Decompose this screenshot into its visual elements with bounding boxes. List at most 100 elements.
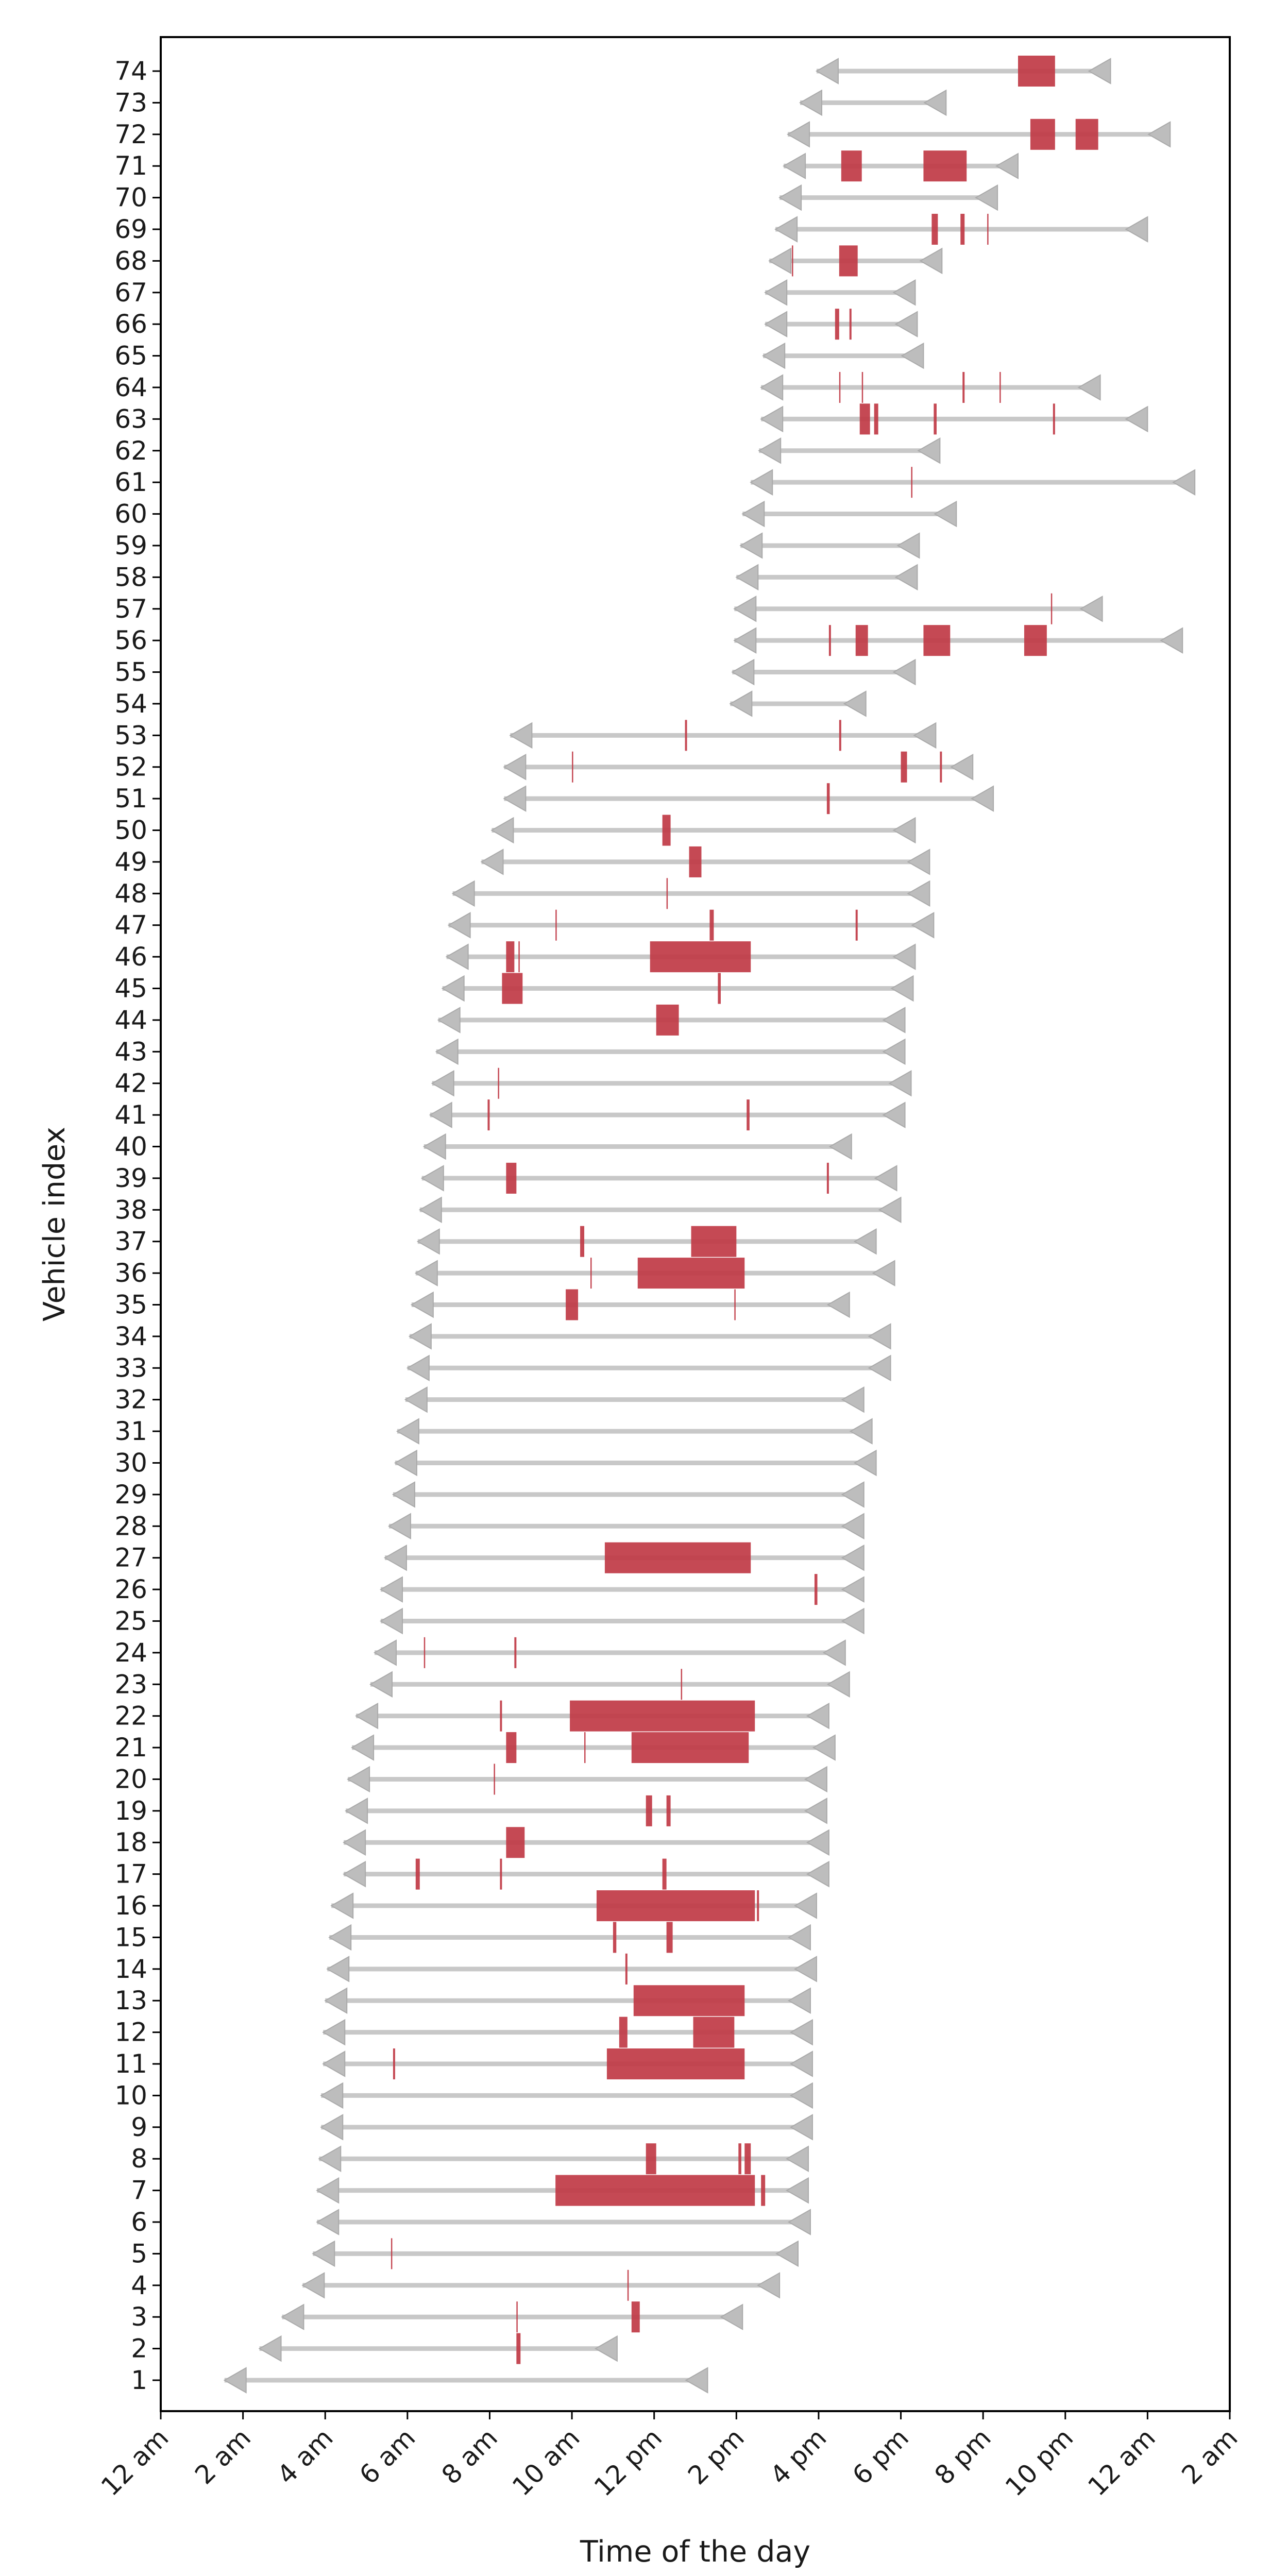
- y-tick-label: 44: [114, 1005, 147, 1035]
- vehicle-row-15: [328, 1922, 811, 1953]
- start-marker: [316, 2177, 340, 2204]
- y-tick-label: 33: [114, 1353, 147, 1383]
- vehicle-row-58: [735, 564, 918, 591]
- event-block: [901, 751, 907, 783]
- vehicle-row-49: [480, 846, 930, 877]
- event-block: [516, 2333, 521, 2364]
- event-block: [662, 815, 671, 846]
- vehicle-row-30: [394, 1449, 877, 1477]
- x-axis-title: Time of the day: [580, 2535, 810, 2569]
- vehicle-row-70: [778, 184, 998, 211]
- event-block: [999, 371, 1001, 403]
- vehicle-row-65: [762, 342, 924, 369]
- start-marker: [799, 89, 823, 116]
- y-tick-label: 21: [114, 1733, 147, 1762]
- event-block: [738, 2143, 741, 2175]
- start-marker: [750, 469, 773, 496]
- end-marker: [757, 2272, 781, 2299]
- y-tick-label: 64: [114, 372, 147, 402]
- y-tick-label: 71: [114, 151, 147, 181]
- end-marker: [793, 1956, 817, 1982]
- event-block: [656, 1004, 679, 1036]
- end-marker: [841, 1576, 865, 1603]
- event-block: [666, 1795, 671, 1826]
- x-tick-label: 8 pm: [929, 2422, 997, 2490]
- start-marker: [760, 405, 784, 433]
- y-tick-label: 24: [114, 1638, 147, 1668]
- start-marker: [778, 184, 802, 211]
- vehicle-row-40: [422, 1133, 852, 1160]
- start-marker: [404, 1386, 428, 1413]
- y-tick-label: 73: [114, 88, 147, 117]
- vehicle-row-67: [764, 279, 916, 306]
- vehicle-row-47: [447, 909, 935, 941]
- y-tick-label: 22: [114, 1701, 147, 1731]
- vehicle-row-73: [799, 89, 947, 116]
- event-block: [506, 941, 515, 973]
- end-marker: [878, 1196, 902, 1224]
- y-tick-label: 63: [114, 404, 147, 434]
- start-marker: [258, 2335, 282, 2362]
- vehicle-row-3: [281, 2301, 743, 2333]
- event-block: [689, 846, 702, 877]
- end-marker: [1160, 627, 1183, 654]
- event-block: [498, 1067, 499, 1099]
- vehicle-row-7: [316, 2175, 809, 2206]
- event-block: [662, 1858, 667, 1890]
- end-marker: [1147, 121, 1171, 148]
- end-marker: [888, 1070, 912, 1097]
- start-marker: [760, 374, 784, 401]
- vehicle-row-23: [369, 1669, 850, 1700]
- x-tick-label: 12 pm: [588, 2422, 668, 2502]
- x-tick-label: 10 am: [506, 2422, 585, 2501]
- y-tick-label: 23: [114, 1669, 147, 1699]
- event-block: [631, 1732, 749, 1764]
- event-block: [666, 1922, 673, 1953]
- start-marker: [739, 532, 763, 559]
- y-tick-label: 15: [114, 1922, 147, 1952]
- y-tick-label: 61: [114, 467, 147, 497]
- vehicle-row-72: [787, 118, 1171, 150]
- start-marker: [355, 1702, 379, 1730]
- start-marker: [324, 1987, 348, 2014]
- end-marker: [787, 1987, 811, 2014]
- event-block: [516, 2301, 518, 2333]
- vehicle-row-10: [320, 2082, 813, 2109]
- end-marker: [853, 1228, 877, 1255]
- x-tick-label: 10 pm: [999, 2422, 1079, 2502]
- y-tick-label: 62: [114, 436, 147, 466]
- start-marker: [729, 690, 753, 717]
- start-marker: [429, 1101, 452, 1128]
- end-marker: [950, 754, 974, 781]
- y-tick-label: 10: [114, 2080, 147, 2110]
- vehicle-row-24: [373, 1637, 846, 1668]
- vehicle-row-11: [322, 2048, 813, 2080]
- start-marker: [383, 1544, 407, 1571]
- event-block: [506, 1162, 517, 1194]
- x-tick-label: 2 am: [189, 2422, 257, 2490]
- end-marker: [868, 1354, 891, 1382]
- start-marker: [322, 2019, 346, 2046]
- vehicle-row-71: [783, 150, 1019, 182]
- y-tick-label: 19: [114, 1796, 147, 1826]
- event-block: [619, 2016, 628, 2048]
- start-marker: [312, 2240, 335, 2267]
- start-marker: [447, 912, 471, 939]
- event-block: [962, 371, 965, 403]
- end-marker: [882, 1007, 906, 1033]
- event-block: [839, 245, 858, 277]
- end-marker: [892, 279, 916, 306]
- y-tick-label: 37: [114, 1227, 147, 1257]
- y-tick-label: 68: [114, 246, 147, 276]
- end-marker: [806, 1829, 829, 1856]
- event-block: [604, 1542, 751, 1573]
- event-block: [861, 371, 863, 403]
- event-block: [747, 1099, 750, 1131]
- start-marker: [347, 1766, 370, 1793]
- y-tick-label: 51: [114, 784, 147, 814]
- event-block: [625, 1953, 628, 1985]
- end-marker: [785, 2145, 809, 2172]
- x-axis-ticks: 12 am 2 am 4 am 6 am 8 am 10 am 12 pm 2 pm 4 pm 6…: [95, 2411, 1243, 2502]
- end-marker: [892, 817, 916, 844]
